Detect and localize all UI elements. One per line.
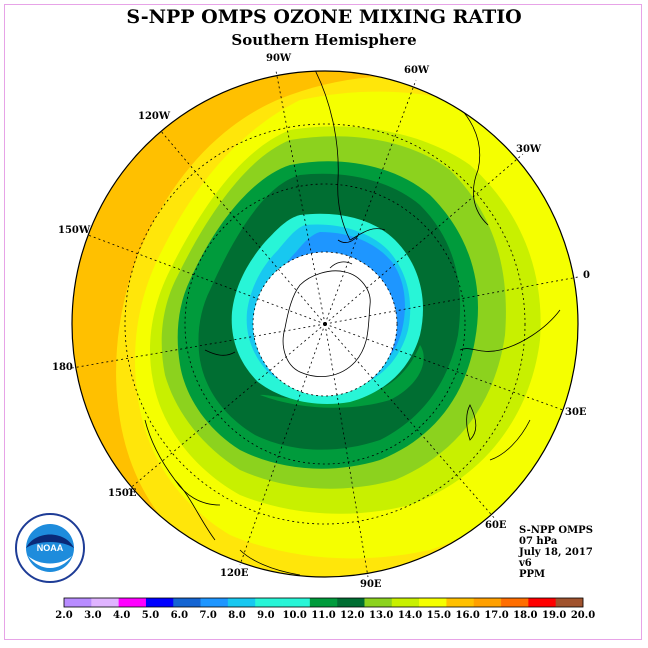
figure-frame <box>4 4 642 640</box>
product-info: S-NPP OMPS 07 hPa July 18, 2017 v6 PPM <box>519 525 593 580</box>
lon-label-30e: 30E <box>565 407 587 418</box>
lon-label-30w: 30W <box>516 144 542 155</box>
graticule <box>71 70 579 578</box>
lon-label-90w: 90W <box>266 53 292 64</box>
south-pole-marker <box>323 322 327 326</box>
info-version: v6 <box>519 558 532 569</box>
coastlines <box>144 71 561 576</box>
lon-label-150e: 150E <box>108 488 137 499</box>
lon-label-60e: 60E <box>485 520 507 531</box>
info-level: 07 hPa <box>519 536 558 547</box>
lon-label-0: 0 <box>583 270 590 281</box>
lon-label-90e: 90E <box>360 579 382 590</box>
lon-label-120e: 120E <box>220 568 249 579</box>
page-title: S-NPP OMPS OZONE MIXING RATIO <box>126 6 522 28</box>
ozone-field <box>72 71 578 577</box>
lon-label-120w: 120W <box>138 111 171 122</box>
page-subtitle: Southern Hemisphere <box>231 31 417 49</box>
noaa-logo: NOAA <box>15 513 85 583</box>
lon-label-60w: 60W <box>404 65 430 76</box>
info-units: PPM <box>519 569 546 580</box>
info-product: S-NPP OMPS <box>519 525 593 536</box>
info-date: July 18, 2017 <box>519 547 593 558</box>
map-border <box>71 70 579 578</box>
lon-label-150w: 150W <box>58 225 91 236</box>
band-9-10 <box>260 345 424 408</box>
lon-label-180: 180 <box>52 362 73 373</box>
logo-text: NOAA <box>37 543 64 553</box>
